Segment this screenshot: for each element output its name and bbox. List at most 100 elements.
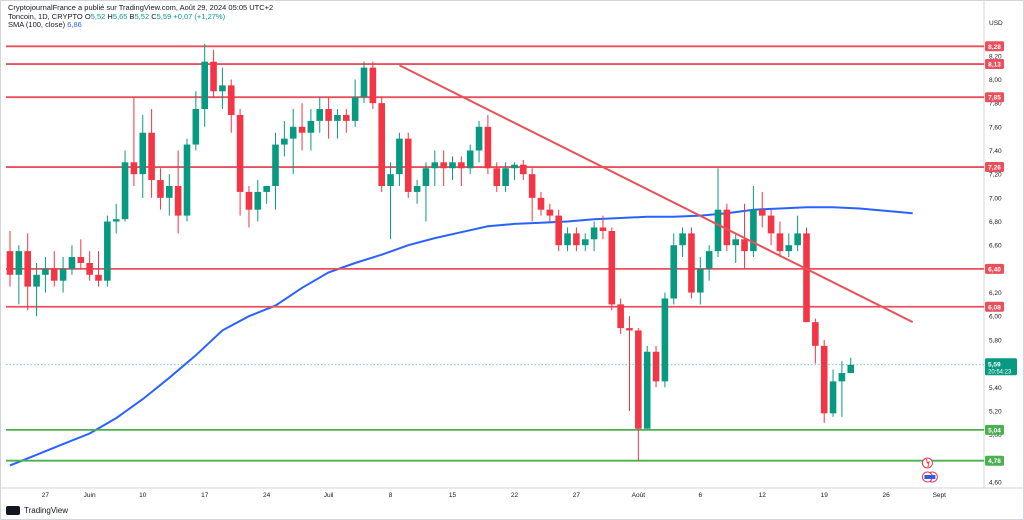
candle-body xyxy=(511,164,518,169)
level-badge-label: 6,40 xyxy=(988,266,1001,273)
level-badge xyxy=(985,162,1004,173)
change-value: +0,07 (+1,27%) xyxy=(173,12,226,21)
level-badge-label: 5,04 xyxy=(988,427,1001,434)
brand-name: TradingView xyxy=(24,506,69,515)
candle-body xyxy=(573,233,580,246)
sma-legend[interactable]: SMA (100, close) 6,86 xyxy=(8,20,82,29)
candle-body xyxy=(847,364,855,374)
level-badge xyxy=(985,41,1004,52)
candle-body xyxy=(219,85,226,92)
footer-brand[interactable]: TradingView xyxy=(6,506,68,515)
y-tick-label: 5,40 xyxy=(989,385,1002,392)
close-value: 5,59 xyxy=(156,12,172,21)
candle-body xyxy=(192,109,200,145)
tradingview-logo-icon xyxy=(6,506,20,515)
y-tick-label: 6,00 xyxy=(989,314,1002,321)
candle-body xyxy=(767,215,775,234)
candle-body xyxy=(121,162,129,220)
x-tick-label: 10 xyxy=(139,492,147,499)
last-price-label: 5,59 xyxy=(988,361,1001,368)
candle-body xyxy=(829,381,837,414)
candle-body xyxy=(440,162,447,169)
trendline xyxy=(398,64,914,324)
symbol-label: Toncoin, 1D, CRYPTO xyxy=(8,12,83,21)
candle-body xyxy=(139,132,147,175)
candle-body xyxy=(449,162,456,169)
y-tick-label: 5,00 xyxy=(989,432,1002,439)
high-label: H xyxy=(107,12,113,21)
candle-body xyxy=(183,144,191,216)
y-tick-label: 5,20 xyxy=(989,408,1002,415)
y-tick-label: 8,00 xyxy=(989,77,1002,84)
candle-body xyxy=(201,61,208,110)
y-tick-label: 7,80 xyxy=(989,101,1002,108)
candle-body xyxy=(652,351,660,382)
candle-body xyxy=(537,197,545,210)
candle-body xyxy=(626,328,633,331)
x-tick-label: Juin xyxy=(84,492,96,499)
candle-body xyxy=(555,215,562,246)
y-tick-label: 6,60 xyxy=(989,243,1002,250)
candle-body xyxy=(148,132,155,181)
candle-body xyxy=(68,257,76,269)
candle-body xyxy=(413,186,421,192)
candle-body xyxy=(590,227,598,240)
candle-body xyxy=(166,186,173,198)
candle-body xyxy=(697,268,704,293)
candle-body xyxy=(581,239,589,246)
level-badge xyxy=(985,59,1004,70)
candle-body xyxy=(263,186,270,192)
candle-body xyxy=(174,186,182,216)
candle-body xyxy=(679,233,686,246)
candle-body xyxy=(812,322,819,346)
y-tick-label: 8,20 xyxy=(989,53,1002,60)
candle-body xyxy=(422,168,430,186)
close-label: C xyxy=(151,12,157,21)
candle-body xyxy=(130,162,138,175)
candle-body xyxy=(24,251,31,287)
candle-body xyxy=(661,298,669,382)
candle-body xyxy=(334,114,341,121)
candle-body xyxy=(307,120,315,133)
candle-body xyxy=(50,268,58,281)
candle-body xyxy=(643,351,651,429)
x-tick-label: 24 xyxy=(263,492,271,499)
candle-body xyxy=(104,221,111,281)
candle-body xyxy=(15,251,23,275)
x-tick-label: 19 xyxy=(821,492,829,499)
y-tick-label: 7,60 xyxy=(989,124,1002,131)
y-tick-label: 5,80 xyxy=(989,337,1002,344)
candle-body xyxy=(360,67,368,98)
candle-body xyxy=(723,209,731,246)
candle-body xyxy=(289,126,297,139)
level-badge xyxy=(985,301,1004,312)
candle-body xyxy=(785,245,793,252)
level-badge xyxy=(985,455,1004,466)
candle-body xyxy=(272,144,279,186)
lightning-icon xyxy=(925,458,930,468)
candle-body xyxy=(466,150,474,169)
open-value: 5,52 xyxy=(90,12,106,21)
candle-body xyxy=(670,245,678,299)
candle-body xyxy=(254,191,262,210)
level-badge xyxy=(985,92,1004,103)
level-badge-label: 7,26 xyxy=(988,165,1001,172)
x-tick-label: 17 xyxy=(201,492,209,499)
level-badge-label: 8,13 xyxy=(988,62,1001,69)
countdown-label: 20:54:23 xyxy=(988,369,1012,375)
candle-body xyxy=(617,304,624,329)
y-tick-label: 7,40 xyxy=(989,148,1002,155)
level-badge-label: 7,85 xyxy=(988,95,1001,102)
candle-body xyxy=(404,138,412,192)
candle-body xyxy=(794,233,801,246)
us-flag-icon xyxy=(924,475,931,479)
symbol-ohlc-line: Toncoin, 1D, CRYPTO O5,52 H5,65 B5,52 C5… xyxy=(8,12,225,21)
x-tick-label: 8 xyxy=(389,492,393,499)
candle-body xyxy=(387,174,394,186)
y-tick-label: 6,80 xyxy=(989,219,1002,226)
x-tick-label: 6 xyxy=(698,492,702,499)
candle-body xyxy=(475,126,483,151)
candle-body xyxy=(458,162,465,169)
